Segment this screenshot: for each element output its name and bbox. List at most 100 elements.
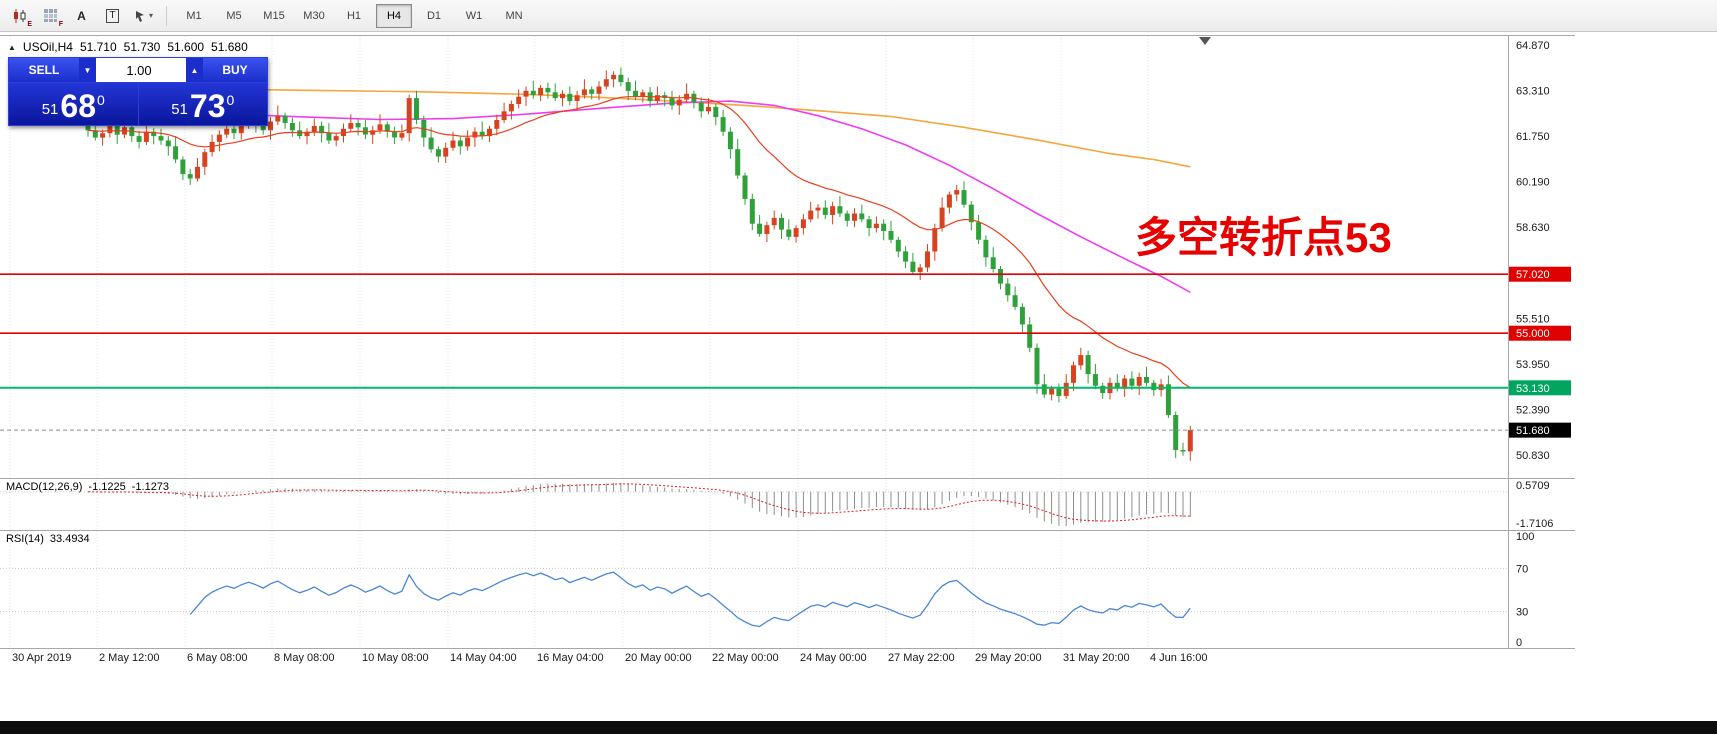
timeframe-m5[interactable]: M5 xyxy=(226,9,242,22)
rsi-label: RSI(14) 33.4934 xyxy=(6,533,96,545)
svg-text:31 May 20:00: 31 May 20:00 xyxy=(1063,652,1130,664)
ohlc-open: 51.710 xyxy=(79,40,117,54)
buy-button[interactable]: BUY xyxy=(203,58,267,82)
price-level-badge xyxy=(1509,422,1571,438)
moving-average-line xyxy=(87,100,1191,294)
svg-text:63.310: 63.310 xyxy=(1516,86,1550,98)
svg-text:14 May 04:00: 14 May 04:00 xyxy=(450,652,517,664)
chart-shift-marker[interactable] xyxy=(1199,37,1211,45)
timeframe-d1[interactable]: D1 xyxy=(426,9,442,22)
svg-text:16 May 04:00: 16 May 04:00 xyxy=(537,652,604,664)
volume-field-wrap xyxy=(96,58,186,82)
svg-text:64.870: 64.870 xyxy=(1516,40,1550,52)
cursor-tool-icon xyxy=(135,10,144,22)
svg-text:0: 0 xyxy=(1516,637,1522,649)
sell-button[interactable]: SELL xyxy=(9,58,79,82)
svg-text:29 May 20:00: 29 May 20:00 xyxy=(975,652,1042,664)
chart-annotation-text[interactable]: 多空转折点53 xyxy=(1135,214,1392,261)
price-level-badge-text: 55.000 xyxy=(1516,328,1550,340)
sell-price-sup: 0 xyxy=(96,92,105,108)
timeframe-m30[interactable]: M30 xyxy=(303,9,325,22)
price-level-badge-text: 57.020 xyxy=(1516,269,1550,281)
rsi-line xyxy=(189,571,1191,628)
timeframe-h4[interactable]: H4 xyxy=(376,3,412,28)
macd-pane: 0.5709 -1.7106 xyxy=(0,480,1553,530)
svg-text:30: 30 xyxy=(1516,607,1528,619)
chevron-down-icon: ▾ xyxy=(148,11,153,20)
timeframe-m1[interactable]: M1 xyxy=(186,9,202,22)
svg-text:27 May 22:00: 27 May 22:00 xyxy=(888,652,955,664)
svg-text:70: 70 xyxy=(1516,563,1528,575)
sell-price-small: 51 xyxy=(41,101,59,118)
buy-price-small: 51 xyxy=(171,101,188,118)
time-axis-labels: 30 Apr 2019 2 May 12:00 6 May 08:00 8 May 0… xyxy=(12,652,1208,664)
price-levels: 57.020 55.000 53.130 51.680 xyxy=(0,266,1571,438)
macd-name: MACD(12,26,9) xyxy=(6,481,83,493)
chart-ohlc-header: ▲ USOil,H4 51.710 51.730 51.600 51.680 xyxy=(8,40,248,54)
svg-text:10 May 08:00: 10 May 08:00 xyxy=(362,652,429,664)
svg-text:58.630: 58.630 xyxy=(1516,222,1550,234)
fast-ma-line xyxy=(87,95,1191,389)
volume-input[interactable] xyxy=(96,62,182,78)
buy-price-box[interactable]: 51 73 0 xyxy=(138,83,267,125)
price-level-badge xyxy=(1509,380,1571,396)
svg-text:100: 100 xyxy=(1516,531,1534,543)
timeframe-m15[interactable]: M15 xyxy=(263,9,285,22)
taskbar-strip xyxy=(0,721,1717,734)
volume-increment-button[interactable]: ▲ xyxy=(186,58,203,82)
svg-text:53.950: 53.950 xyxy=(1516,359,1550,371)
grid-icon-badge: F xyxy=(58,20,63,28)
text-tool-icon: A xyxy=(77,8,86,23)
ma-fast xyxy=(87,95,1191,389)
toolbar-separator xyxy=(166,5,167,26)
buy-price-sup: 0 xyxy=(226,92,235,108)
svg-text:20 May 00:00: 20 May 00:00 xyxy=(625,652,692,664)
macd-value-main: -1.1225 xyxy=(88,481,126,493)
svg-text:60.190: 60.190 xyxy=(1516,177,1550,189)
rsi-value: 33.4934 xyxy=(49,533,90,545)
svg-text:50.830: 50.830 xyxy=(1516,450,1550,462)
svg-text:30 Apr 2019: 30 Apr 2019 xyxy=(12,652,71,664)
candles-series xyxy=(85,67,1193,461)
macd-value-signal: -1.1273 xyxy=(131,481,170,493)
ohlc-low: 51.600 xyxy=(167,40,205,54)
ohlc-high: 51.730 xyxy=(123,40,161,54)
price-level-badge-text: 51.680 xyxy=(1516,425,1550,437)
one-click-toggle-icon[interactable]: ▲ xyxy=(8,42,16,52)
time-gridlines xyxy=(9,36,1149,648)
chart-type-button[interactable]: E xyxy=(5,3,34,29)
indicator-grid-button[interactable]: F xyxy=(36,3,65,29)
cursor-tool-button[interactable]: ▾ xyxy=(129,3,158,29)
svg-text:55.510: 55.510 xyxy=(1516,313,1550,325)
macd-label: MACD(12,26,9) -1.1225 -1.1273 xyxy=(6,481,175,493)
svg-text:6 May 08:00: 6 May 08:00 xyxy=(187,652,248,664)
ma xyxy=(87,86,1191,168)
moving-average-line xyxy=(87,86,1191,168)
price-level-badge xyxy=(1509,325,1571,341)
timeframe-h1[interactable]: H1 xyxy=(346,9,362,22)
rsi-name: RSI(14) xyxy=(6,533,44,545)
buy-price-big: 73 xyxy=(189,88,226,124)
timeframe-w1[interactable]: W1 xyxy=(465,9,483,22)
price-level-badge-text: 53.130 xyxy=(1516,383,1550,395)
svg-text:2 May 12:00: 2 May 12:00 xyxy=(99,652,160,664)
price-axis-labels: 64.870 63.310 61.750 60.190 58.630 55.510 53.9… xyxy=(1516,40,1550,462)
toolbar: E F A T ▾ M1 M5 M15 M30 H1 H4 D1 xyxy=(0,0,1717,32)
textbox-tool-icon: T xyxy=(106,8,119,23)
ohlc-close: 51.680 xyxy=(211,40,248,54)
svg-text:52.390: 52.390 xyxy=(1516,404,1550,416)
text-box-tool-button[interactable]: T xyxy=(98,3,127,29)
timeframe-mn[interactable]: MN xyxy=(505,9,523,22)
candlestick-chart-icon xyxy=(13,8,25,23)
svg-text:61.750: 61.750 xyxy=(1516,131,1550,143)
separators xyxy=(0,35,1575,649)
sell-price-box[interactable]: 51 68 0 xyxy=(9,83,139,125)
svg-text:24 May 00:00: 24 May 00:00 xyxy=(800,652,867,664)
text-label-tool-button[interactable]: A xyxy=(67,3,96,29)
volume-decrement-button[interactable]: ▼ xyxy=(79,58,96,82)
symbol-label: USOil,H4 xyxy=(22,40,73,54)
svg-text:22 May 00:00: 22 May 00:00 xyxy=(712,652,779,664)
chart-icon-badge: E xyxy=(27,20,32,28)
